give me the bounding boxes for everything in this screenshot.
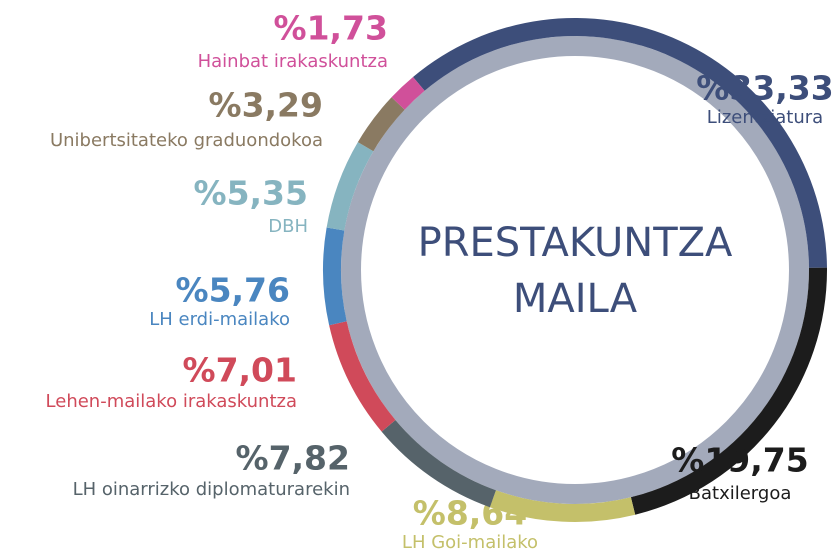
category-label: LH oinarrizko diplomaturarekin — [73, 479, 350, 500]
value-label: %8,64 — [413, 494, 528, 533]
category-label: Unibertsitateko graduondokoa — [50, 130, 323, 151]
value-label: %7,82 — [236, 439, 351, 478]
value-label: %5,76 — [176, 271, 291, 310]
chart-title: PRESTAKUNTZA MAILA — [417, 220, 733, 322]
donut-segment — [322, 227, 347, 326]
donut-segment — [489, 490, 636, 522]
donut-segment — [413, 17, 827, 268]
category-label: Lizentziatura — [707, 107, 823, 128]
value-label: %5,35 — [194, 174, 309, 213]
donut-segment — [326, 142, 374, 231]
value-label: %33,33 — [696, 69, 833, 108]
value-label: %19,75 — [671, 441, 808, 480]
donut-segment — [381, 420, 496, 508]
category-label: Lehen-mailako irakaskuntza — [46, 391, 297, 412]
donut-segment — [630, 267, 827, 515]
category-label: LH erdi-mailako — [149, 309, 290, 330]
inner-ring — [341, 36, 809, 504]
category-label: LH Goi-mailako — [402, 532, 538, 553]
category-label: Batxilergoa — [689, 483, 792, 504]
donut-segment — [329, 321, 396, 432]
category-label: Hainbat irakaskuntza — [198, 51, 388, 72]
value-label: %3,29 — [209, 86, 324, 125]
donut-segment — [391, 76, 425, 110]
value-label: %1,73 — [274, 9, 389, 48]
donut-segment — [357, 97, 405, 152]
category-label: DBH — [268, 216, 308, 237]
value-label: %7,01 — [183, 351, 298, 390]
